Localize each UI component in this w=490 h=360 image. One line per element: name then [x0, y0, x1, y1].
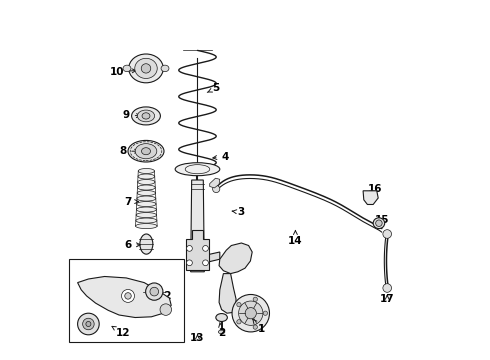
Circle shape	[86, 321, 91, 327]
Ellipse shape	[141, 64, 151, 73]
Ellipse shape	[138, 180, 155, 185]
Ellipse shape	[128, 140, 164, 162]
Text: 9: 9	[122, 110, 140, 120]
Circle shape	[187, 260, 193, 266]
Ellipse shape	[137, 190, 155, 195]
Ellipse shape	[137, 202, 156, 207]
Circle shape	[237, 320, 241, 324]
Text: 2: 2	[218, 323, 225, 338]
Circle shape	[253, 325, 257, 329]
Ellipse shape	[136, 224, 157, 229]
Circle shape	[263, 311, 268, 315]
Text: 1: 1	[253, 319, 265, 334]
Circle shape	[150, 287, 159, 296]
Ellipse shape	[123, 65, 131, 72]
Ellipse shape	[373, 218, 385, 229]
Circle shape	[213, 185, 220, 193]
Text: 17: 17	[380, 294, 394, 304]
Text: 3: 3	[232, 207, 245, 217]
Circle shape	[146, 283, 163, 300]
Circle shape	[203, 260, 208, 266]
Text: 12: 12	[155, 291, 172, 301]
Text: 15: 15	[374, 215, 389, 225]
Ellipse shape	[136, 207, 156, 212]
Ellipse shape	[216, 314, 227, 321]
Circle shape	[125, 293, 131, 299]
Circle shape	[160, 304, 172, 315]
Text: 12: 12	[112, 327, 130, 338]
Circle shape	[77, 313, 99, 335]
Text: 6: 6	[124, 240, 140, 250]
Circle shape	[232, 294, 270, 332]
Circle shape	[245, 307, 256, 319]
Ellipse shape	[137, 110, 155, 122]
Polygon shape	[77, 276, 171, 318]
Ellipse shape	[142, 148, 150, 155]
Ellipse shape	[138, 168, 154, 174]
Circle shape	[203, 246, 208, 251]
Polygon shape	[186, 230, 209, 270]
Bar	[69, 259, 184, 342]
Circle shape	[383, 284, 392, 292]
Ellipse shape	[136, 212, 157, 217]
Ellipse shape	[132, 107, 160, 125]
Text: 10: 10	[110, 67, 136, 77]
Text: 14: 14	[288, 230, 303, 246]
Text: 5: 5	[207, 83, 220, 93]
Polygon shape	[204, 252, 220, 263]
Circle shape	[383, 230, 392, 238]
Polygon shape	[219, 243, 252, 274]
Circle shape	[253, 297, 257, 301]
Ellipse shape	[140, 234, 153, 254]
Ellipse shape	[138, 174, 155, 179]
Polygon shape	[219, 274, 236, 313]
Text: 4: 4	[213, 152, 229, 162]
Polygon shape	[191, 180, 204, 272]
Ellipse shape	[138, 185, 155, 190]
Circle shape	[187, 246, 193, 251]
Polygon shape	[363, 191, 378, 204]
Circle shape	[122, 289, 134, 302]
Text: 7: 7	[124, 197, 139, 207]
Ellipse shape	[142, 113, 150, 119]
Ellipse shape	[161, 65, 169, 72]
Circle shape	[239, 301, 263, 325]
Text: 13: 13	[190, 333, 205, 343]
Ellipse shape	[136, 218, 157, 223]
Ellipse shape	[137, 196, 156, 201]
Ellipse shape	[129, 54, 163, 83]
Ellipse shape	[135, 58, 157, 78]
Ellipse shape	[135, 144, 157, 159]
Circle shape	[237, 302, 241, 307]
Ellipse shape	[175, 163, 220, 176]
Text: 11: 11	[110, 279, 124, 289]
Text: 16: 16	[368, 184, 382, 198]
Ellipse shape	[219, 330, 225, 334]
Ellipse shape	[376, 220, 382, 226]
Polygon shape	[210, 178, 220, 188]
Circle shape	[83, 318, 94, 330]
Text: 8: 8	[119, 146, 139, 156]
